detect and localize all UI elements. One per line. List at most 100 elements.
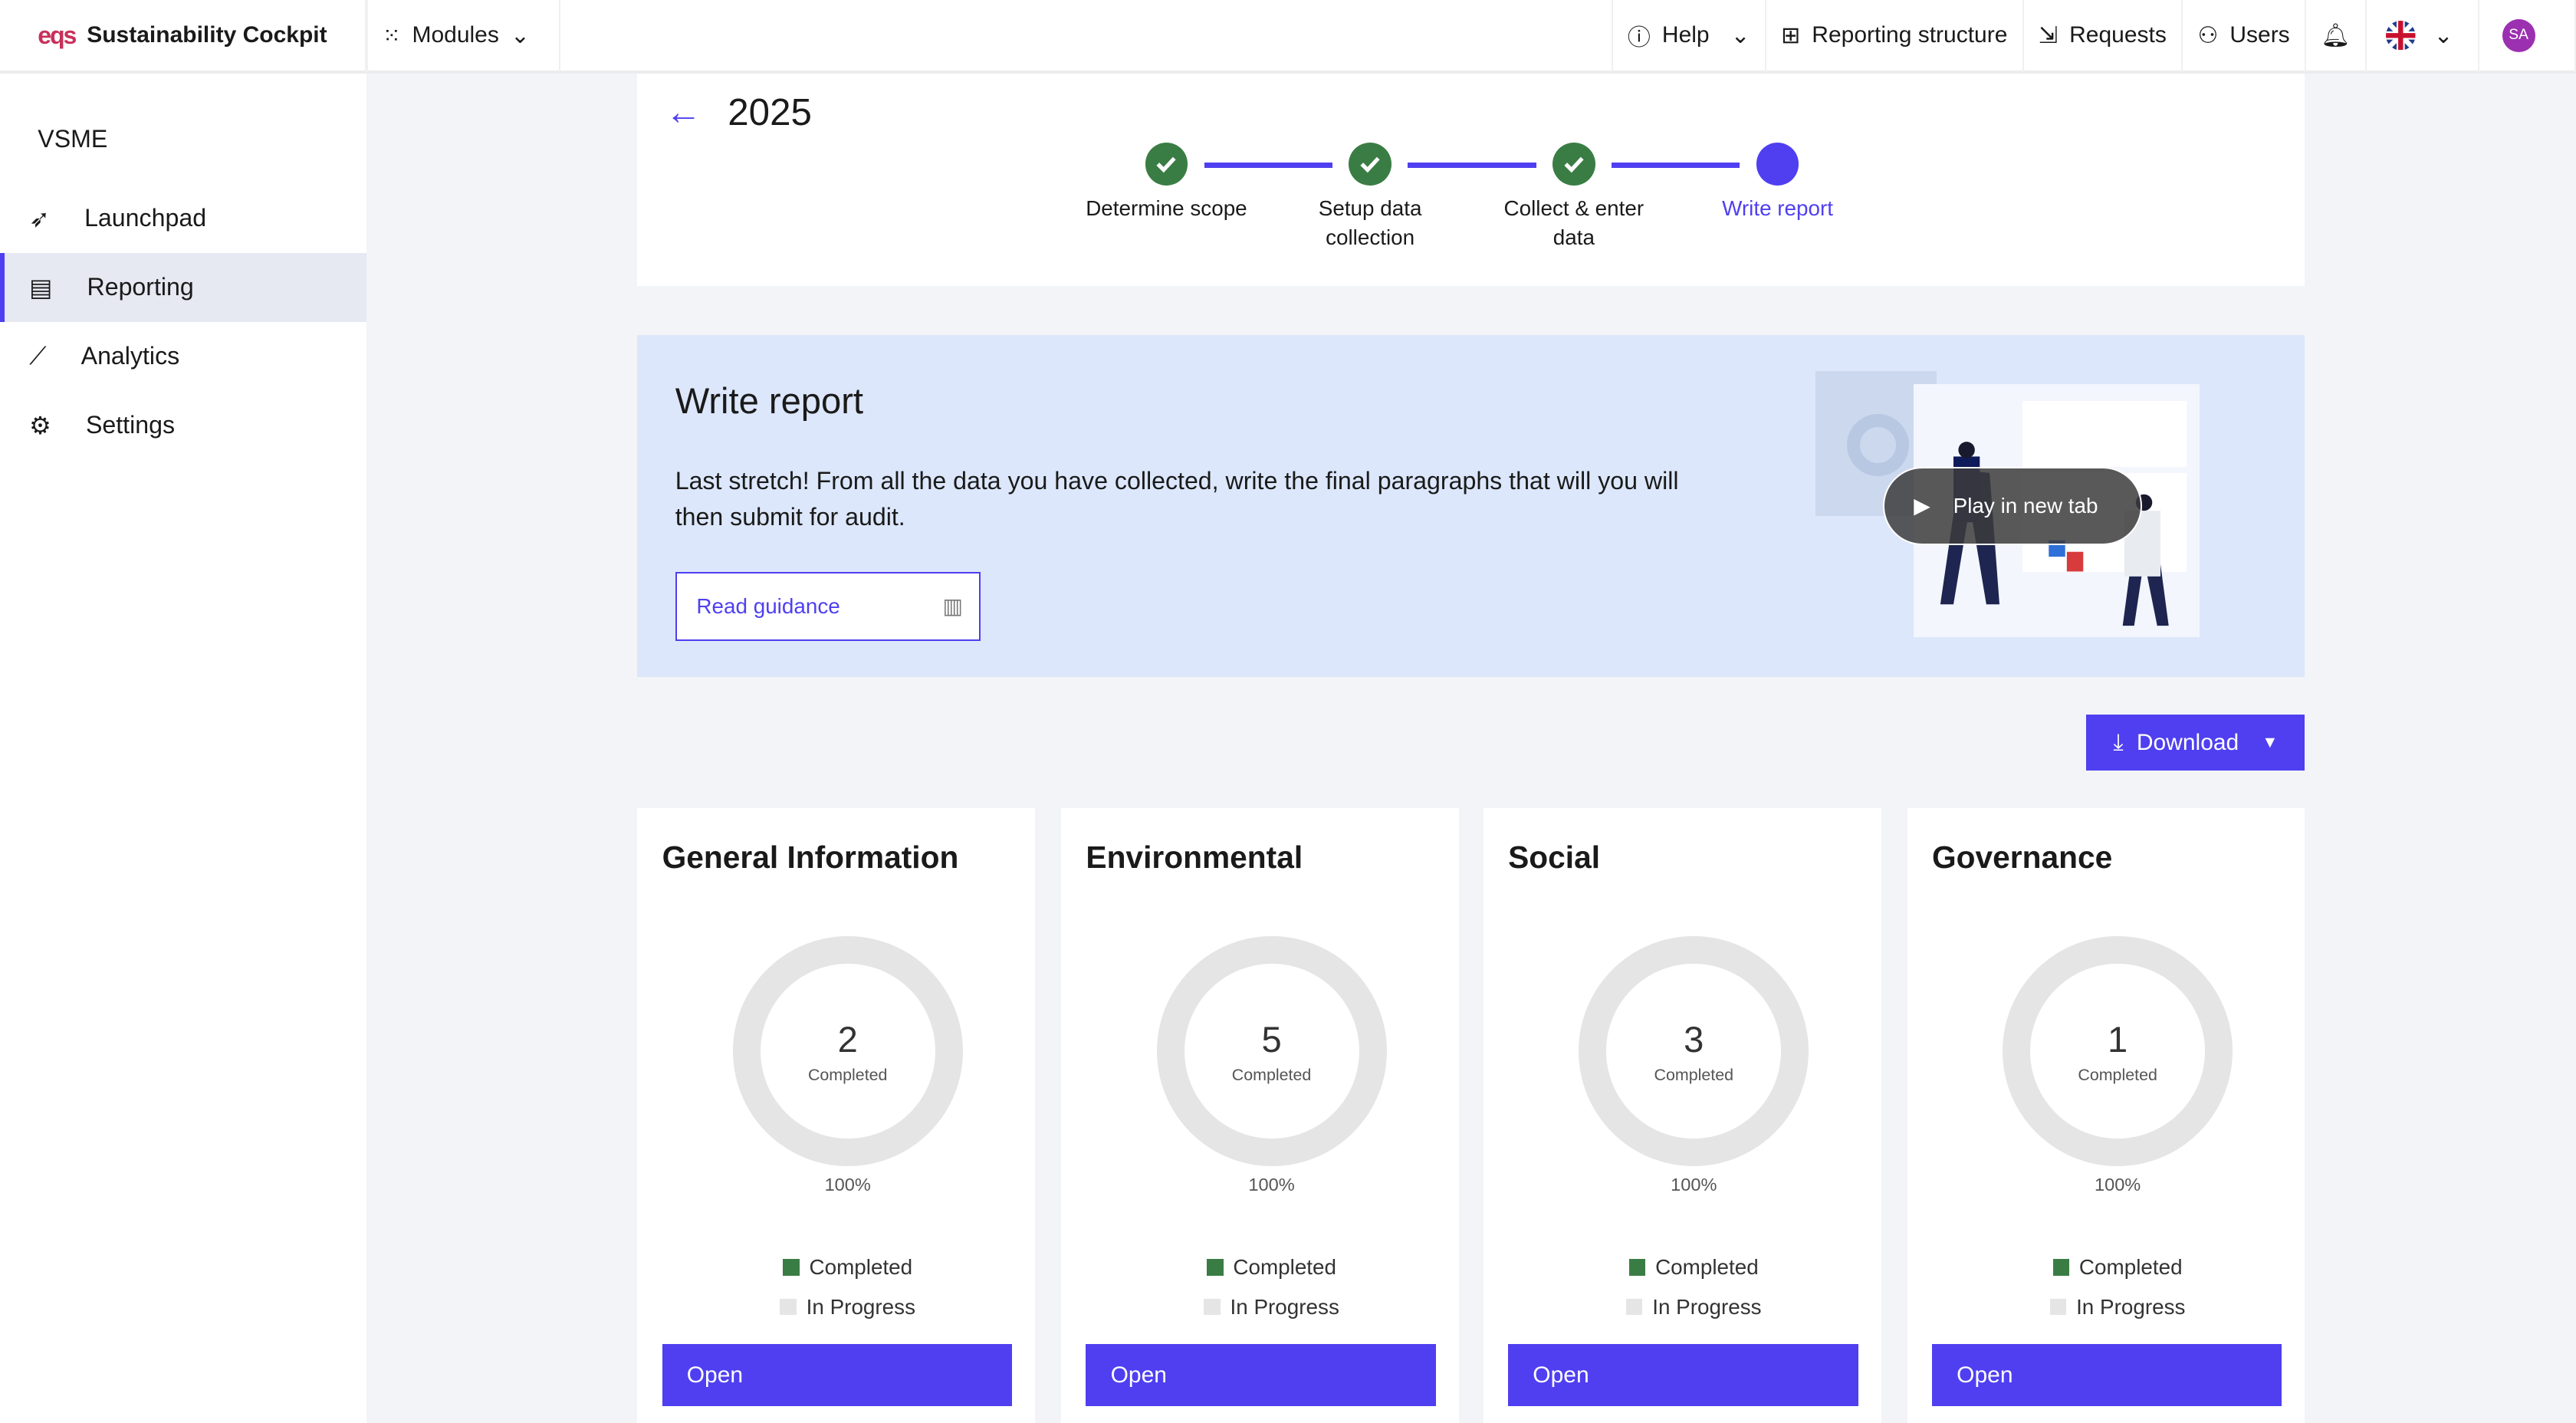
step-connector <box>1204 163 1332 168</box>
legend-swatch <box>2049 1298 2067 1316</box>
users-label: Users <box>2229 22 2290 48</box>
grid-icon: ⁙ <box>383 23 401 48</box>
sidebar-item-reporting[interactable]: ▤ Reporting <box>0 252 366 322</box>
chevron-down-icon: ⌄ <box>2433 22 2453 48</box>
completion-percent: 100% <box>2094 1175 2141 1195</box>
legend-swatch <box>1628 1259 1646 1276</box>
chevron-down-icon: ⌄ <box>1730 22 1750 48</box>
play-in-new-tab-button[interactable]: ▶ Play in new tab <box>1882 466 2143 546</box>
completed-label: Completed <box>807 1065 888 1084</box>
completed-label: Completed <box>2078 1065 2157 1084</box>
legend-label: In Progress <box>1230 1294 1339 1319</box>
sidebar-item-label: Settings <box>85 411 176 439</box>
legend-in-progress: In Progress <box>637 1295 1058 1319</box>
legend-label: Completed <box>2078 1255 2183 1280</box>
legend-swatch <box>2052 1259 2070 1276</box>
category-card: Social 3 Completed 100% Completed In Prog… <box>1483 808 1881 1423</box>
check-icon <box>1552 143 1595 186</box>
modules-label: Modules <box>412 22 499 48</box>
completion-percent: 100% <box>1671 1175 1717 1195</box>
completed-count: 2 <box>837 1019 858 1060</box>
legend-swatch <box>1207 1259 1224 1276</box>
sidebar-item-settings[interactable]: ⚙ Settings <box>0 391 366 460</box>
users-link[interactable]: ⚇ Users <box>2181 0 2305 73</box>
caret-down-icon: ▼ <box>2262 733 2279 752</box>
users-icon: ⚇ <box>2197 22 2219 48</box>
banner-text: Last stretch! From all the data you have… <box>675 467 1679 531</box>
step-label: Write report <box>1722 196 1834 220</box>
step-setup-data-collection[interactable]: Setup data collection <box>1296 143 1444 253</box>
video-thumbnail[interactable]: ▶ Play in new tab <box>1815 371 2202 638</box>
completed-label: Completed <box>1654 1065 1734 1084</box>
download-button[interactable]: ⤓ Download ▼ <box>2086 715 2305 771</box>
app-title: Sustainability Cockpit <box>87 22 327 48</box>
completion-donut: 2 Completed <box>732 936 963 1167</box>
card-title: Social <box>1508 839 1601 875</box>
back-arrow-icon[interactable]: ← <box>665 90 702 132</box>
step-determine-scope[interactable]: Determine scope <box>1068 143 1265 223</box>
modules-menu[interactable]: ⁙ Modules ⌄ <box>366 0 560 73</box>
help-label: Help <box>1661 22 1710 48</box>
legend-completed: Completed <box>1484 1255 1904 1280</box>
reporting-structure-link[interactable]: ⊞ Reporting structure <box>1764 0 2022 73</box>
card-title: General Information <box>662 839 959 875</box>
write-report-banner: Write report Last stretch! From all the … <box>637 335 2305 677</box>
completion-percent: 100% <box>824 1175 871 1195</box>
open-button[interactable]: Open <box>1508 1343 1858 1407</box>
uk-flag-icon <box>2386 20 2416 51</box>
play-label: Play in new tab <box>1953 493 2098 518</box>
check-icon <box>1349 143 1392 186</box>
play-icon: ▶ <box>1914 494 1930 518</box>
progress-header: ← 2025 Determine scope Setup data collec… <box>637 74 2305 286</box>
requests-label: Requests <box>2069 22 2167 48</box>
notifications-button[interactable]: 🔔︎ <box>2304 0 2365 73</box>
legend-label: Completed <box>1655 1255 1759 1280</box>
open-button[interactable]: Open <box>1086 1343 1436 1407</box>
sidebar-title: VSME <box>38 124 108 153</box>
top-bar: eqs Sustainability Cockpit ⁙ Modules ⌄ ⓘ Hel… <box>0 0 2576 74</box>
step-connector <box>1612 163 1740 168</box>
completed-count: 3 <box>1684 1019 1704 1060</box>
completion-percent: 100% <box>1248 1175 1295 1195</box>
legend-swatch <box>780 1298 797 1316</box>
rocket-icon: ➶ <box>29 204 51 232</box>
legend-label: In Progress <box>2076 1294 2186 1319</box>
step-collect-enter-data[interactable]: Collect & enter data <box>1492 143 1656 253</box>
legend-in-progress: In Progress <box>1907 1295 2328 1319</box>
completion-donut: 5 Completed <box>1156 936 1387 1167</box>
card-title: Environmental <box>1086 839 1303 875</box>
requests-link[interactable]: ⇲ Requests <box>2022 0 2181 73</box>
read-guidance-button[interactable]: Read guidance ▥ <box>675 571 981 641</box>
chart-line-icon: ⟋ <box>29 341 47 370</box>
category-card: General Information 2 Completed 100% Comp… <box>637 808 1035 1423</box>
requests-icon: ⇲ <box>2038 22 2058 48</box>
legend-swatch <box>783 1259 800 1276</box>
sidebar: VSME ➶ Launchpad ▤ Reporting ⟋ Analytics ⚙ S… <box>0 74 366 1423</box>
legend-completed: Completed <box>637 1255 1058 1280</box>
legend-swatch <box>1625 1298 1643 1316</box>
read-guidance-label: Read guidance <box>696 593 840 618</box>
page-title: 2025 <box>728 90 812 133</box>
legend-label: In Progress <box>806 1294 916 1319</box>
banner-title: Write report <box>675 380 863 421</box>
clipboard-icon: ▤ <box>29 273 53 301</box>
completed-label: Completed <box>1231 1065 1312 1084</box>
sidebar-item-launchpad[interactable]: ➶ Launchpad <box>0 184 366 253</box>
help-menu[interactable]: ⓘ Help ⌄ <box>1611 0 1765 73</box>
open-button[interactable]: Open <box>1931 1343 2282 1407</box>
step-write-report[interactable]: Write report <box>1679 143 1876 223</box>
open-button[interactable]: Open <box>662 1343 1012 1407</box>
app-logo[interactable]: eqs Sustainability Cockpit <box>0 0 366 73</box>
card-title: Governance <box>1931 839 2113 875</box>
sidebar-item-analytics[interactable]: ⟋ Analytics <box>0 322 366 391</box>
completed-count: 1 <box>2108 1019 2128 1060</box>
step-label: Collect & enter data <box>1503 196 1644 250</box>
legend-label: Completed <box>1233 1255 1337 1280</box>
language-menu[interactable]: ⌄ <box>2364 0 2478 73</box>
step-label: Determine scope <box>1086 196 1247 220</box>
user-avatar[interactable]: SA <box>2477 0 2576 73</box>
step-connector <box>1408 163 1536 168</box>
completion-donut: 3 Completed <box>1579 936 1809 1167</box>
completed-count: 5 <box>1261 1019 1282 1060</box>
legend-label: In Progress <box>1652 1294 1762 1319</box>
